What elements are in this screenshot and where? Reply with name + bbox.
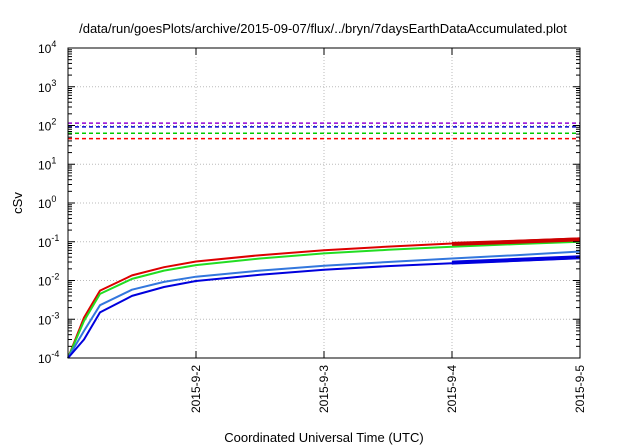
y-tick-base: 10 bbox=[38, 120, 52, 134]
y-tick-label: 104 bbox=[38, 39, 56, 56]
threshold-lines bbox=[68, 122, 580, 140]
y-tick-base: 10 bbox=[38, 158, 52, 172]
y-tick-exponent: -1 bbox=[51, 233, 59, 243]
y-tick-exponent: 3 bbox=[51, 78, 56, 88]
x-axis-label: Coordinated Universal Time (UTC) bbox=[224, 430, 423, 445]
y-axis-label: cSv bbox=[10, 192, 25, 214]
y-tick-exponent: 2 bbox=[51, 117, 56, 127]
x-tick-label: 2015-9-3 bbox=[317, 365, 331, 413]
y-tick-base: 10 bbox=[38, 197, 52, 211]
x-tick-label: 2015-9-4 bbox=[445, 365, 459, 413]
y-tick-base: 10 bbox=[38, 313, 52, 327]
y-tick-exponent: -4 bbox=[51, 349, 59, 359]
series-line bbox=[451, 255, 581, 265]
series-line bbox=[67, 240, 581, 359]
x-axis-ticks: 2015-9-2 2015-9-3 2015-9-4 2015-9-5 bbox=[189, 48, 587, 413]
y-tick-label: 10-4 bbox=[38, 349, 59, 366]
x-tick-label: 2015-9-5 bbox=[573, 365, 587, 413]
series-line bbox=[67, 250, 581, 359]
y-tick-base: 10 bbox=[38, 236, 52, 250]
y-tick-base: 10 bbox=[38, 275, 52, 289]
y-tick-exponent: -2 bbox=[51, 272, 59, 282]
y-tick-label: 102 bbox=[38, 117, 56, 134]
y-tick-label: 10-3 bbox=[38, 310, 59, 327]
y-tick-label: 103 bbox=[38, 78, 56, 95]
y-tick-label: 101 bbox=[38, 155, 56, 172]
y-tick-label: 10-2 bbox=[38, 272, 59, 289]
y-tick-base: 10 bbox=[38, 42, 52, 56]
y-tick-exponent: 1 bbox=[51, 155, 56, 165]
y-tick-exponent: -3 bbox=[51, 310, 59, 320]
y-tick-label: 10-1 bbox=[38, 233, 59, 250]
series-line bbox=[451, 237, 581, 246]
series-lines bbox=[67, 237, 581, 359]
y-tick-label: 100 bbox=[38, 194, 56, 211]
y-tick-exponent: 0 bbox=[51, 194, 56, 204]
y-tick-base: 10 bbox=[38, 352, 52, 366]
grid bbox=[68, 48, 580, 358]
y-tick-exponent: 4 bbox=[51, 39, 56, 49]
x-tick-label: 2015-9-2 bbox=[189, 365, 203, 413]
chart-title: /data/run/goesPlots/archive/2015-09-07/f… bbox=[79, 21, 567, 36]
y-tick-base: 10 bbox=[38, 81, 52, 95]
